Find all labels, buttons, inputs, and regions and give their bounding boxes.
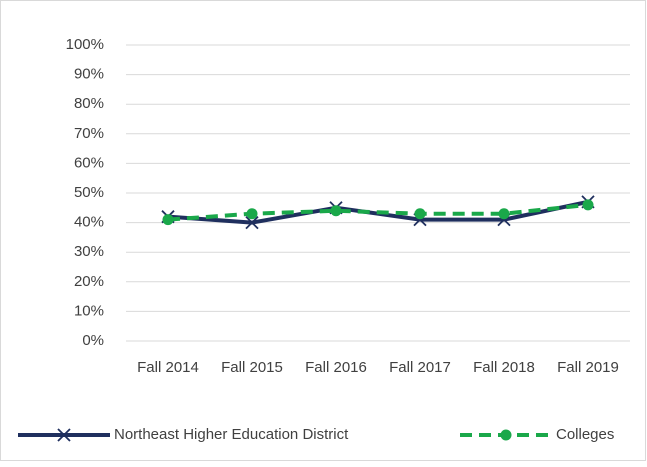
legend-marker [57, 428, 71, 442]
legend-marker [500, 429, 512, 441]
data-point [498, 208, 510, 220]
x-tick-label: Fall 2015 [221, 359, 283, 376]
x-tick-label: Fall 2019 [557, 359, 619, 376]
series-line [167, 202, 589, 222]
y-tick-label: 0% [82, 332, 104, 349]
x-tick-label: Fall 2018 [473, 359, 535, 376]
x-tick-label: Fall 2016 [305, 359, 367, 376]
y-tick-label: 40% [74, 214, 104, 231]
y-tick-label: 50% [74, 184, 104, 201]
y-tick-label: 20% [74, 273, 104, 290]
data-point [246, 208, 258, 220]
y-tick-label: 70% [74, 125, 104, 142]
x-tick-label: Fall 2017 [389, 359, 451, 376]
y-tick-label: 30% [74, 243, 104, 260]
data-point [330, 205, 342, 217]
data-point [582, 199, 594, 211]
y-tick-label: 90% [74, 66, 104, 83]
x-tick-label: Fall 2014 [137, 359, 199, 376]
data-point [245, 215, 259, 230]
y-tick-label: 80% [74, 95, 104, 112]
data-point [414, 208, 426, 220]
y-tick-label: 100% [66, 36, 104, 53]
y-tick-label: 10% [74, 302, 104, 319]
legend-label: Colleges [556, 426, 614, 443]
data-point [162, 214, 174, 226]
y-tick-label: 60% [74, 154, 104, 171]
legend-label: Northeast Higher Education District [114, 426, 349, 443]
